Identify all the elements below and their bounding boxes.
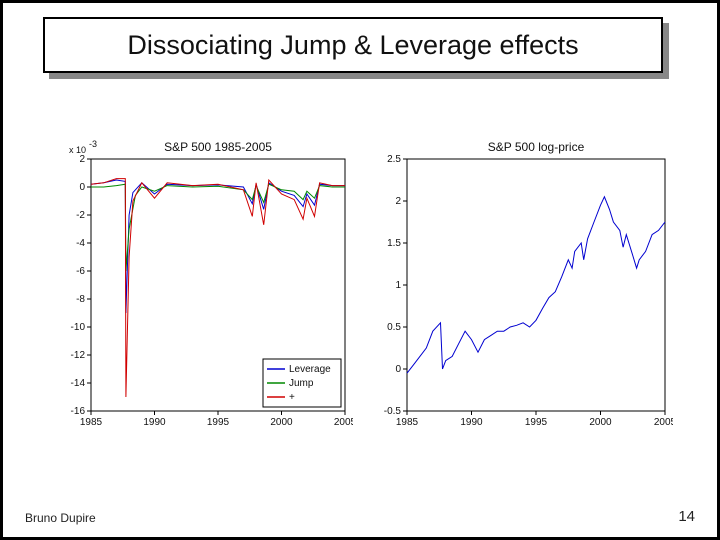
chart-title: S&P 500 1985-2005 <box>164 140 272 154</box>
chart-left: S&P 500 1985-200520-2-4-6-8-10-12-14-161… <box>53 133 353 443</box>
slide-frame: Dissociating Jump & Leverage effects S&P… <box>0 0 720 540</box>
title-box: Dissociating Jump & Leverage effects <box>43 17 663 73</box>
ytick-label: -2 <box>76 210 85 221</box>
chart-right-svg: S&P 500 log-price 2.5 2 1.5 1 0.5 0 -0.51985 199… <box>373 133 673 433</box>
y-multiplier-exp: -3 <box>89 139 97 149</box>
y-multiplier: x 10 <box>69 145 86 155</box>
legend-label: + <box>289 392 295 403</box>
ytick-label: 2 <box>79 154 85 165</box>
ytick-label: 1.5 <box>387 238 401 249</box>
ytick-label: 2 <box>395 196 401 207</box>
plot-area <box>407 159 665 411</box>
ytick-label: 0 <box>79 182 85 193</box>
ytick-label: -12 <box>71 350 86 361</box>
title-container: Dissociating Jump & Leverage effects <box>43 17 663 73</box>
ytick-label: -14 <box>71 378 86 389</box>
xtick-label: 1990 <box>143 417 166 428</box>
xtick-label: 2000 <box>589 417 612 428</box>
chart-right: S&P 500 log-price 2.5 2 1.5 1 0.5 0 -0.51985 199… <box>373 133 673 443</box>
xtick-label: 2000 <box>270 417 293 428</box>
ytick-label: 1 <box>395 280 401 291</box>
slide-title: Dissociating Jump & Leverage effects <box>127 30 578 61</box>
chart-left-svg: S&P 500 1985-200520-2-4-6-8-10-12-14-161… <box>53 133 353 433</box>
xtick-label: 2005 <box>654 417 673 428</box>
xtick-label: 1990 <box>460 417 483 428</box>
charts-row: S&P 500 1985-200520-2-4-6-8-10-12-14-161… <box>53 133 673 443</box>
footer-author: Bruno Dupire <box>25 511 96 525</box>
legend-label: Leverage <box>289 364 331 375</box>
legend-label: Jump <box>289 378 314 389</box>
footer-page: 14 <box>678 508 695 525</box>
ytick-label: -4 <box>76 238 85 249</box>
ytick-label: 0.5 <box>387 322 401 333</box>
ytick-label: -10 <box>71 322 86 333</box>
xtick-label: 1995 <box>525 417 548 428</box>
ytick-label: -0.5 <box>384 406 402 417</box>
chart-title: S&P 500 log-price <box>488 140 585 154</box>
xtick-label: 1985 <box>396 417 419 428</box>
ytick-label: -6 <box>76 266 85 277</box>
xtick-label: 2005 <box>334 417 353 428</box>
xtick-label: 1985 <box>80 417 103 428</box>
ytick-label: -16 <box>71 406 86 417</box>
xtick-label: 1995 <box>207 417 230 428</box>
ytick-label: -8 <box>76 294 85 305</box>
ytick-label: 0 <box>395 364 401 375</box>
ytick-label: 2.5 <box>387 154 401 165</box>
